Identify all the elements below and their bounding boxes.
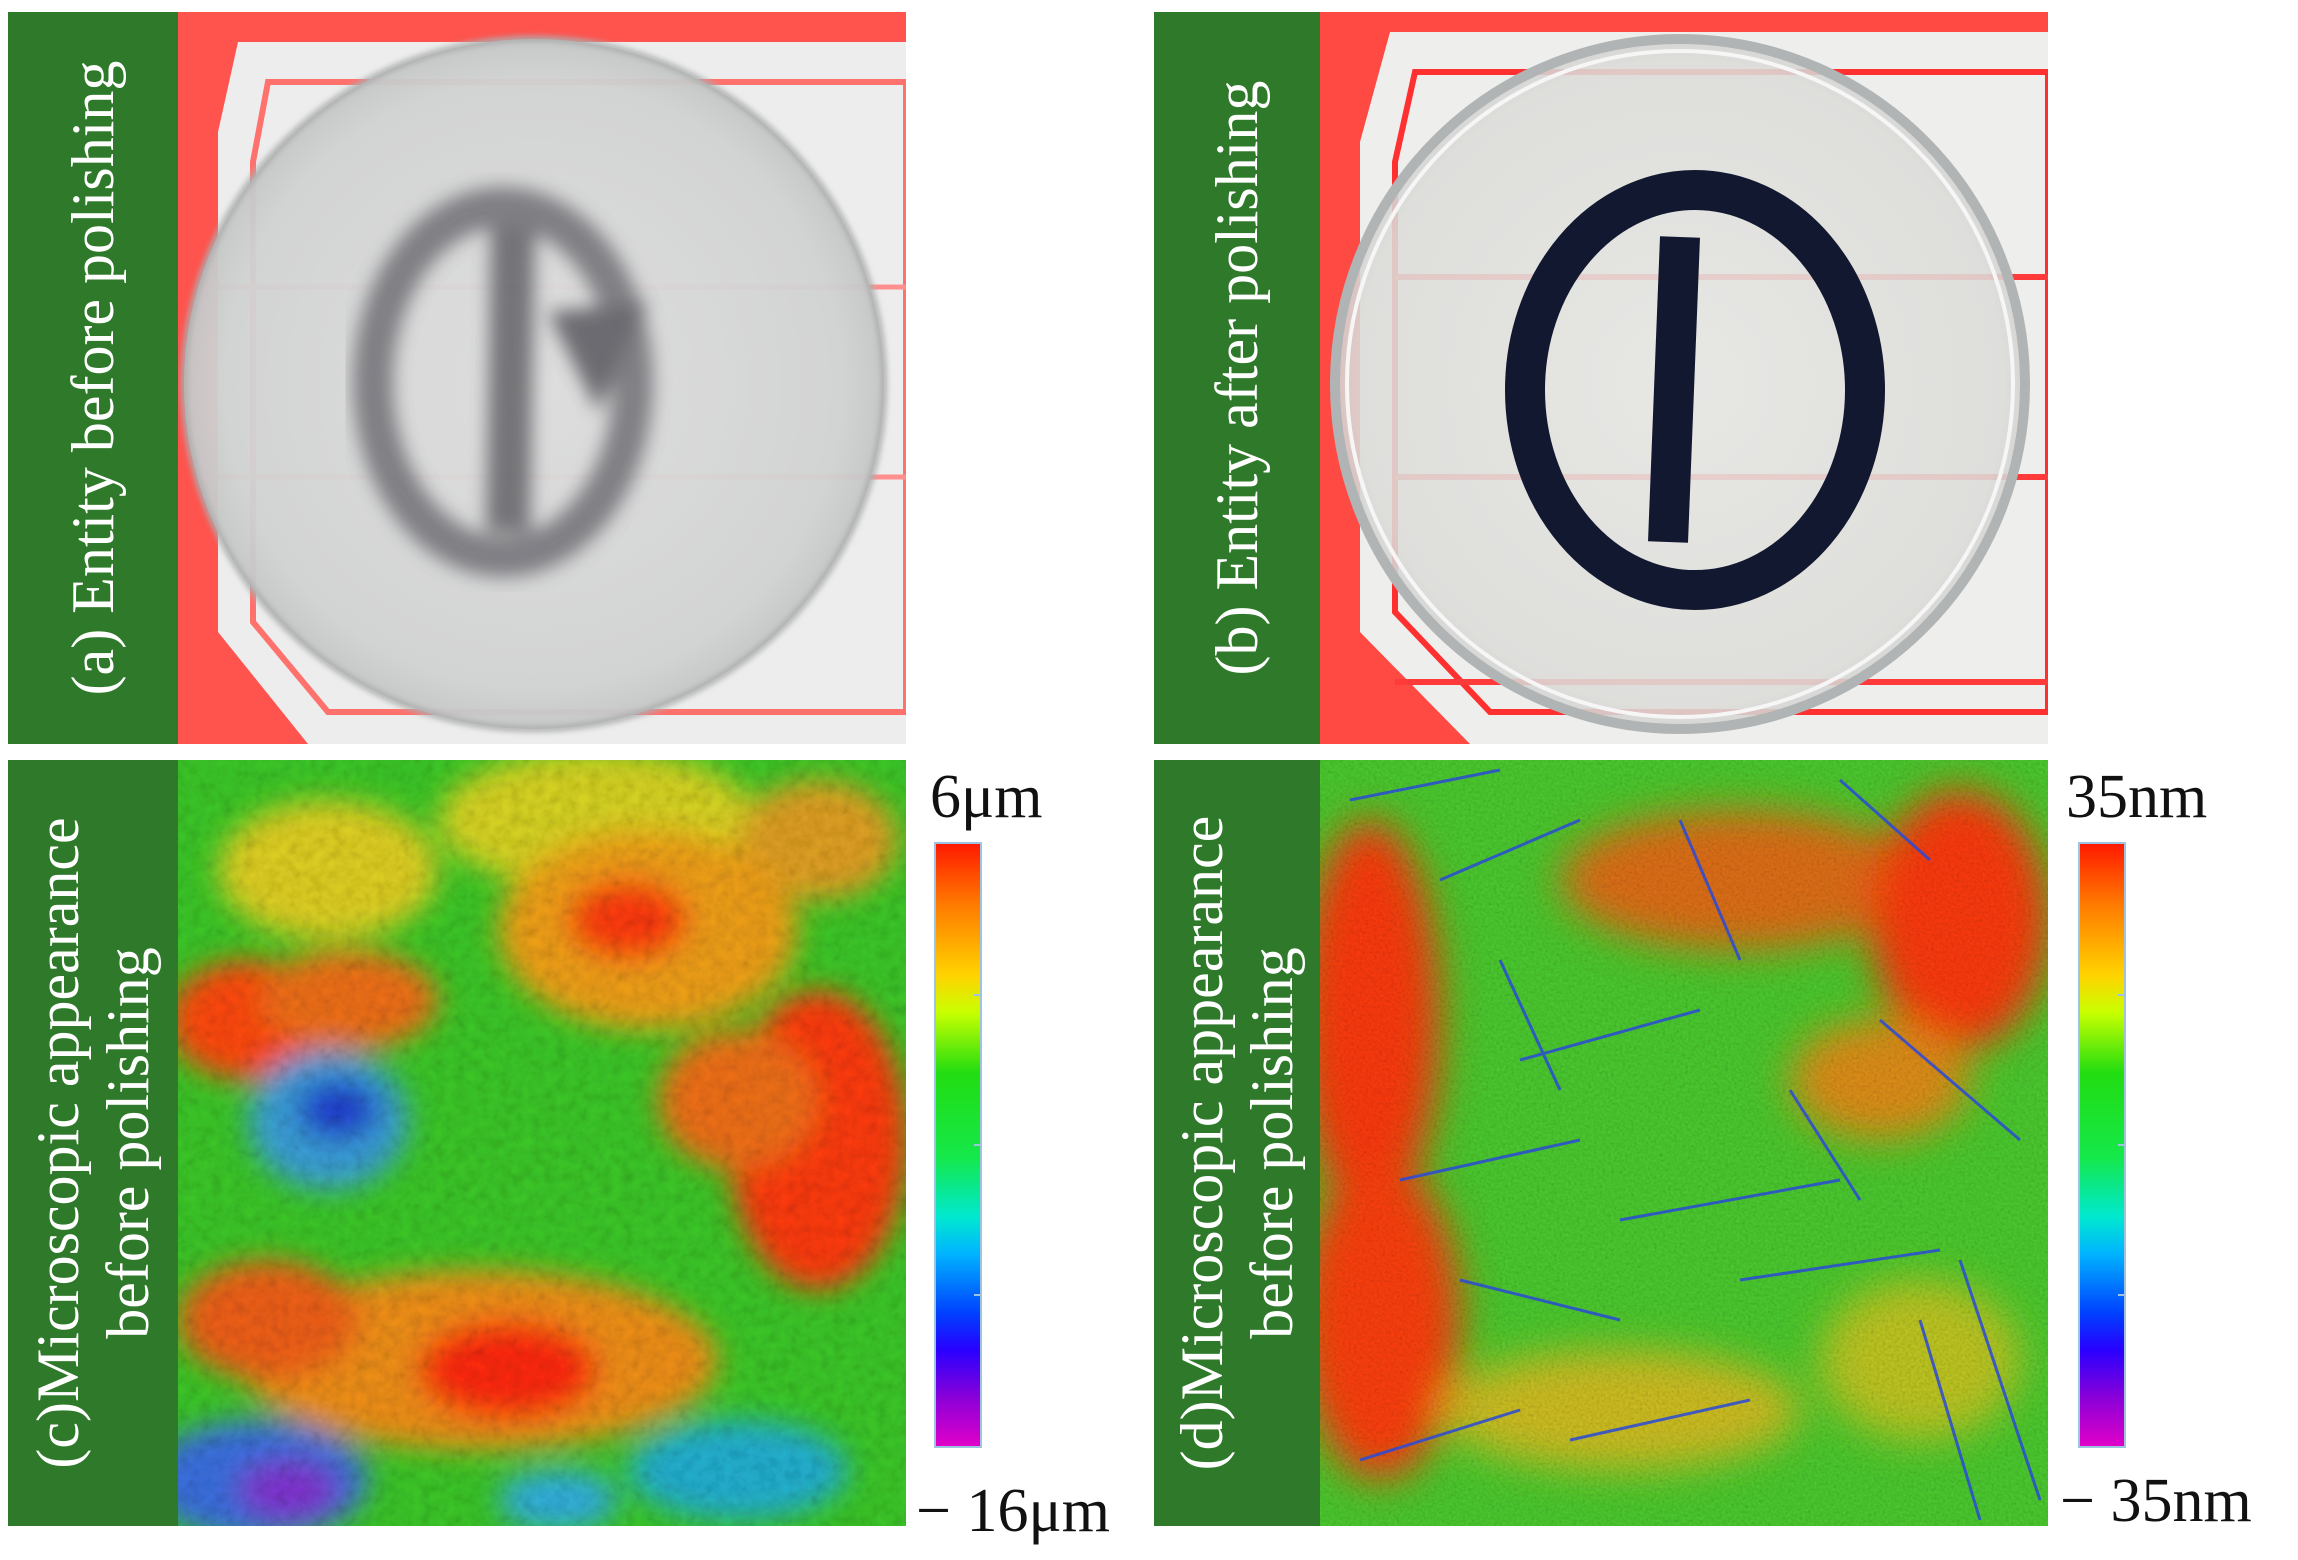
panel-b-photo-after-polishing — [1320, 12, 2048, 744]
panel-a-label: (a) Entity before polishing — [60, 60, 126, 696]
panel-b-label: (b) Entity after polishing — [1204, 80, 1270, 676]
panel-b-label-bar: (b) Entity after polishing — [1154, 12, 1320, 744]
panel-c-label-line2: before polishing — [95, 947, 161, 1339]
panel-c-scale-max: 6μm — [930, 763, 1043, 831]
panel-d-scale-max: 35nm — [2066, 763, 2208, 831]
panel-c-label-line1: (c)Microscopic appearance — [25, 817, 91, 1469]
panel-c-label-bar: (c)Microscopic appearance before polishi… — [8, 760, 178, 1526]
panel-d-label-line1: (d)Microscopic appearance — [1169, 815, 1235, 1471]
panel-d-scale-min: − 35nm — [2060, 1467, 2252, 1535]
panel-d-label-bar: (d)Microscopic appearance before polishi… — [1154, 760, 1320, 1526]
panel-c-colorbar — [934, 842, 982, 1448]
panel-a-label-bar: (a) Entity before polishing — [8, 12, 178, 744]
panel-d-label-line2: before polishing — [1239, 947, 1305, 1339]
panel-d-label: (d)Microscopic appearance before polishi… — [1167, 816, 1307, 1471]
panel-c-surface-map — [178, 760, 906, 1526]
panel-d-colorbar — [2078, 842, 2126, 1448]
panel-a-photo-before-polishing — [178, 12, 906, 744]
panel-c-label: (c)Microscopic appearance before polishi… — [23, 817, 163, 1468]
panel-d-surface-map — [1320, 760, 2048, 1526]
panel-c-scale-min: − 16μm — [916, 1477, 1110, 1545]
